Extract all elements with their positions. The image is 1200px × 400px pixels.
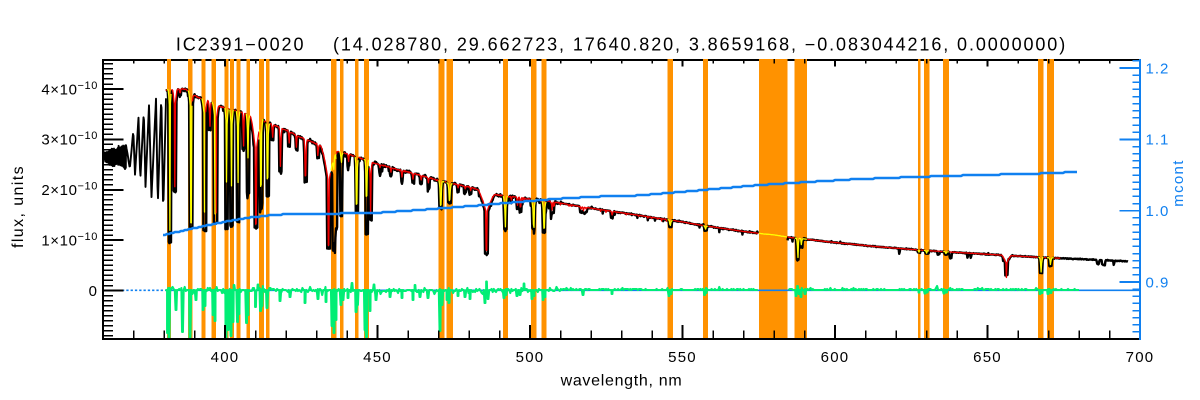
svg-text:flux, units: flux, units — [10, 165, 27, 248]
svg-text:1.0: 1.0 — [1146, 203, 1170, 220]
svg-text:400: 400 — [211, 349, 240, 366]
svg-text:600: 600 — [821, 349, 850, 366]
svg-text:1.1: 1.1 — [1146, 132, 1170, 149]
svg-text:650: 650 — [973, 349, 1002, 366]
svg-text:mcont: mcont — [1170, 159, 1187, 206]
svg-text:1.2: 1.2 — [1146, 60, 1170, 77]
svg-text:700: 700 — [1126, 349, 1155, 366]
svg-text:IC2391−0020 (14.028780, 29.: IC2391−0020 (14.028780, 29.662723, 17640… — [176, 35, 1067, 55]
svg-text:450: 450 — [363, 349, 392, 366]
svg-text:wavelength, nm: wavelength, nm — [560, 373, 683, 390]
svg-text:550: 550 — [668, 349, 697, 366]
svg-text:0.9: 0.9 — [1146, 274, 1170, 291]
svg-text:0: 0 — [89, 283, 98, 300]
svg-text:500: 500 — [516, 349, 545, 366]
